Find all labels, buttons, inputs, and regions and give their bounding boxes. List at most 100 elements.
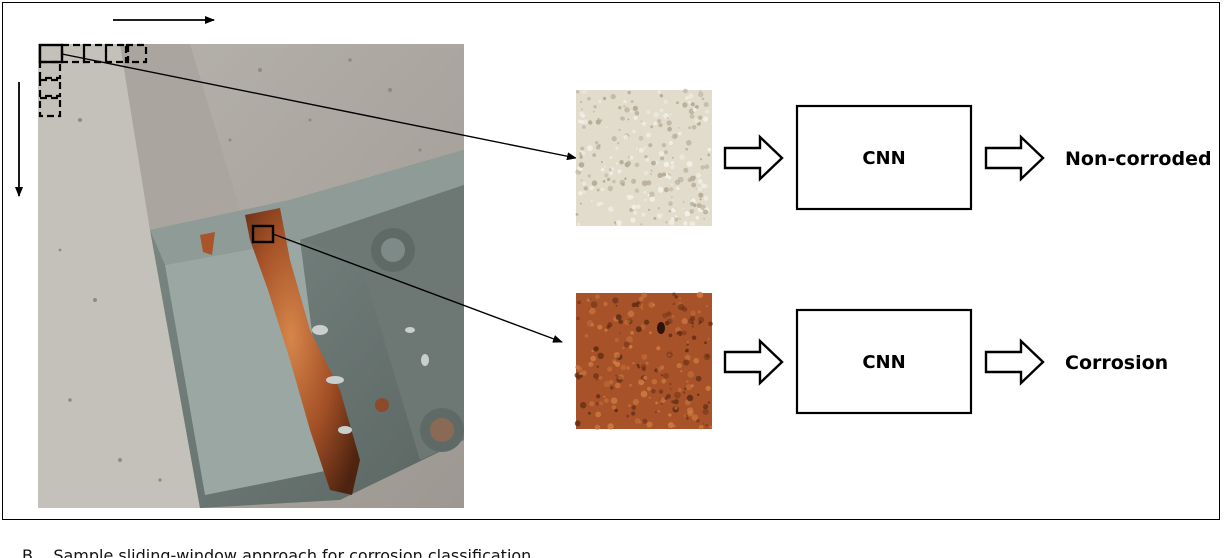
- texture-speckle: [628, 344, 633, 349]
- texture-speckle: [609, 171, 614, 176]
- texture-speckle: [671, 400, 675, 404]
- texture-speckle: [623, 105, 626, 108]
- texture-speckle: [688, 100, 692, 104]
- texture-speckle: [669, 187, 674, 192]
- texture-speckle: [686, 140, 692, 146]
- texture-speckle: [707, 337, 710, 341]
- block-arrow-to-output-top: [984, 134, 1045, 182]
- texture-speckle: [577, 300, 581, 305]
- texture-speckle: [676, 330, 683, 337]
- texture-speckle: [689, 209, 695, 214]
- texture-speckle: [626, 318, 633, 325]
- texture-speckle: [577, 366, 583, 372]
- texture-speckle: [630, 331, 634, 335]
- texture-speckle: [651, 160, 656, 166]
- texture-speckle: [620, 116, 625, 121]
- texture-speckle: [687, 407, 694, 414]
- texture-speckle: [608, 206, 614, 212]
- texture-speckle: [693, 357, 700, 364]
- texture-speckle: [703, 101, 709, 108]
- texture-speckle: [670, 161, 675, 165]
- texture-speckle: [701, 183, 706, 189]
- texture-speckle: [587, 145, 593, 152]
- texture-speckle: [685, 147, 688, 151]
- texture-speckle: [631, 405, 637, 410]
- texture-speckle: [666, 311, 672, 317]
- texture-speckle: [638, 296, 644, 302]
- texture-speckle: [619, 160, 624, 165]
- texture-speckle: [697, 186, 703, 192]
- texture-speckle: [649, 196, 655, 202]
- texture-speckle: [647, 193, 650, 197]
- texture-speckle: [584, 334, 589, 338]
- texture-speckle: [600, 201, 604, 205]
- texture-speckle: [621, 182, 625, 187]
- texture-speckle: [591, 350, 594, 353]
- texture-speckle: [602, 180, 606, 183]
- texture-speckle: [651, 378, 658, 385]
- texture-speckle: [580, 101, 582, 103]
- texture-speckle: [615, 314, 622, 321]
- texture-speckle: [702, 423, 705, 425]
- texture-speckle: [611, 136, 617, 142]
- texture-speckle: [641, 367, 646, 371]
- texture-speckle: [653, 216, 657, 220]
- texture-speckle: [634, 418, 641, 424]
- texture-speckle: [690, 310, 696, 316]
- texture-speckle: [663, 161, 670, 168]
- texture-speckle: [627, 310, 635, 318]
- texture-speckle: [599, 401, 603, 406]
- texture-speckle: [658, 389, 664, 394]
- texture-speckle: [652, 303, 656, 307]
- texture-speckle: [600, 161, 603, 163]
- texture-speckle: [626, 366, 630, 370]
- texture-speckle: [596, 394, 601, 399]
- texture-speckle: [657, 410, 661, 413]
- texture-speckle: [682, 201, 685, 204]
- texture-speckle: [627, 118, 630, 121]
- texture-speckle: [659, 177, 662, 180]
- block-arrow-to-cnn-bottom: [723, 338, 784, 386]
- texture-speckle: [623, 136, 626, 139]
- texture-speckle: [603, 301, 608, 307]
- texture-speckle: [668, 219, 675, 226]
- texture-speckle: [624, 319, 630, 325]
- texture-speckle: [636, 363, 640, 367]
- texture-speckle: [579, 202, 582, 205]
- texture-speckle: [604, 165, 606, 168]
- texture-speckle: [604, 398, 609, 403]
- texture-speckle: [648, 396, 652, 399]
- texture-speckle: [630, 110, 633, 113]
- texture-speckle: [641, 212, 646, 217]
- texture-speckle: [610, 397, 618, 405]
- texture-speckle: [676, 363, 682, 369]
- texture-speckle: [582, 119, 588, 125]
- texture-speckle: [614, 408, 618, 413]
- texture-speckle: [593, 105, 597, 109]
- texture-speckle: [640, 390, 648, 398]
- texture-speckle: [662, 312, 668, 319]
- texture-speckle: [589, 185, 594, 191]
- texture-speckle: [655, 401, 658, 405]
- texture-speckle: [581, 108, 583, 111]
- texture-speckle: [592, 153, 597, 158]
- texture-speckle: [663, 187, 669, 193]
- texture-speckle: [660, 374, 663, 377]
- texture-speckle: [656, 213, 663, 219]
- figure-frame: [2, 2, 1220, 520]
- texture-speckle: [708, 321, 713, 327]
- texture-speckle: [605, 126, 608, 129]
- texture-speckle: [615, 220, 622, 227]
- cnn-label-top: CNN: [862, 148, 905, 169]
- texture-speckle: [667, 318, 673, 325]
- texture-speckle: [675, 300, 678, 302]
- texture-speckle: [691, 414, 699, 421]
- texture-speckle: [580, 374, 583, 378]
- texture-speckle: [581, 113, 585, 118]
- texture-speckle: [673, 399, 679, 405]
- cnn-box-bottom: [795, 308, 973, 415]
- texture-speckle: [683, 221, 688, 226]
- texture-speckle: [629, 383, 632, 387]
- texture-speckle: [619, 332, 621, 334]
- texture-speckle: [626, 195, 632, 201]
